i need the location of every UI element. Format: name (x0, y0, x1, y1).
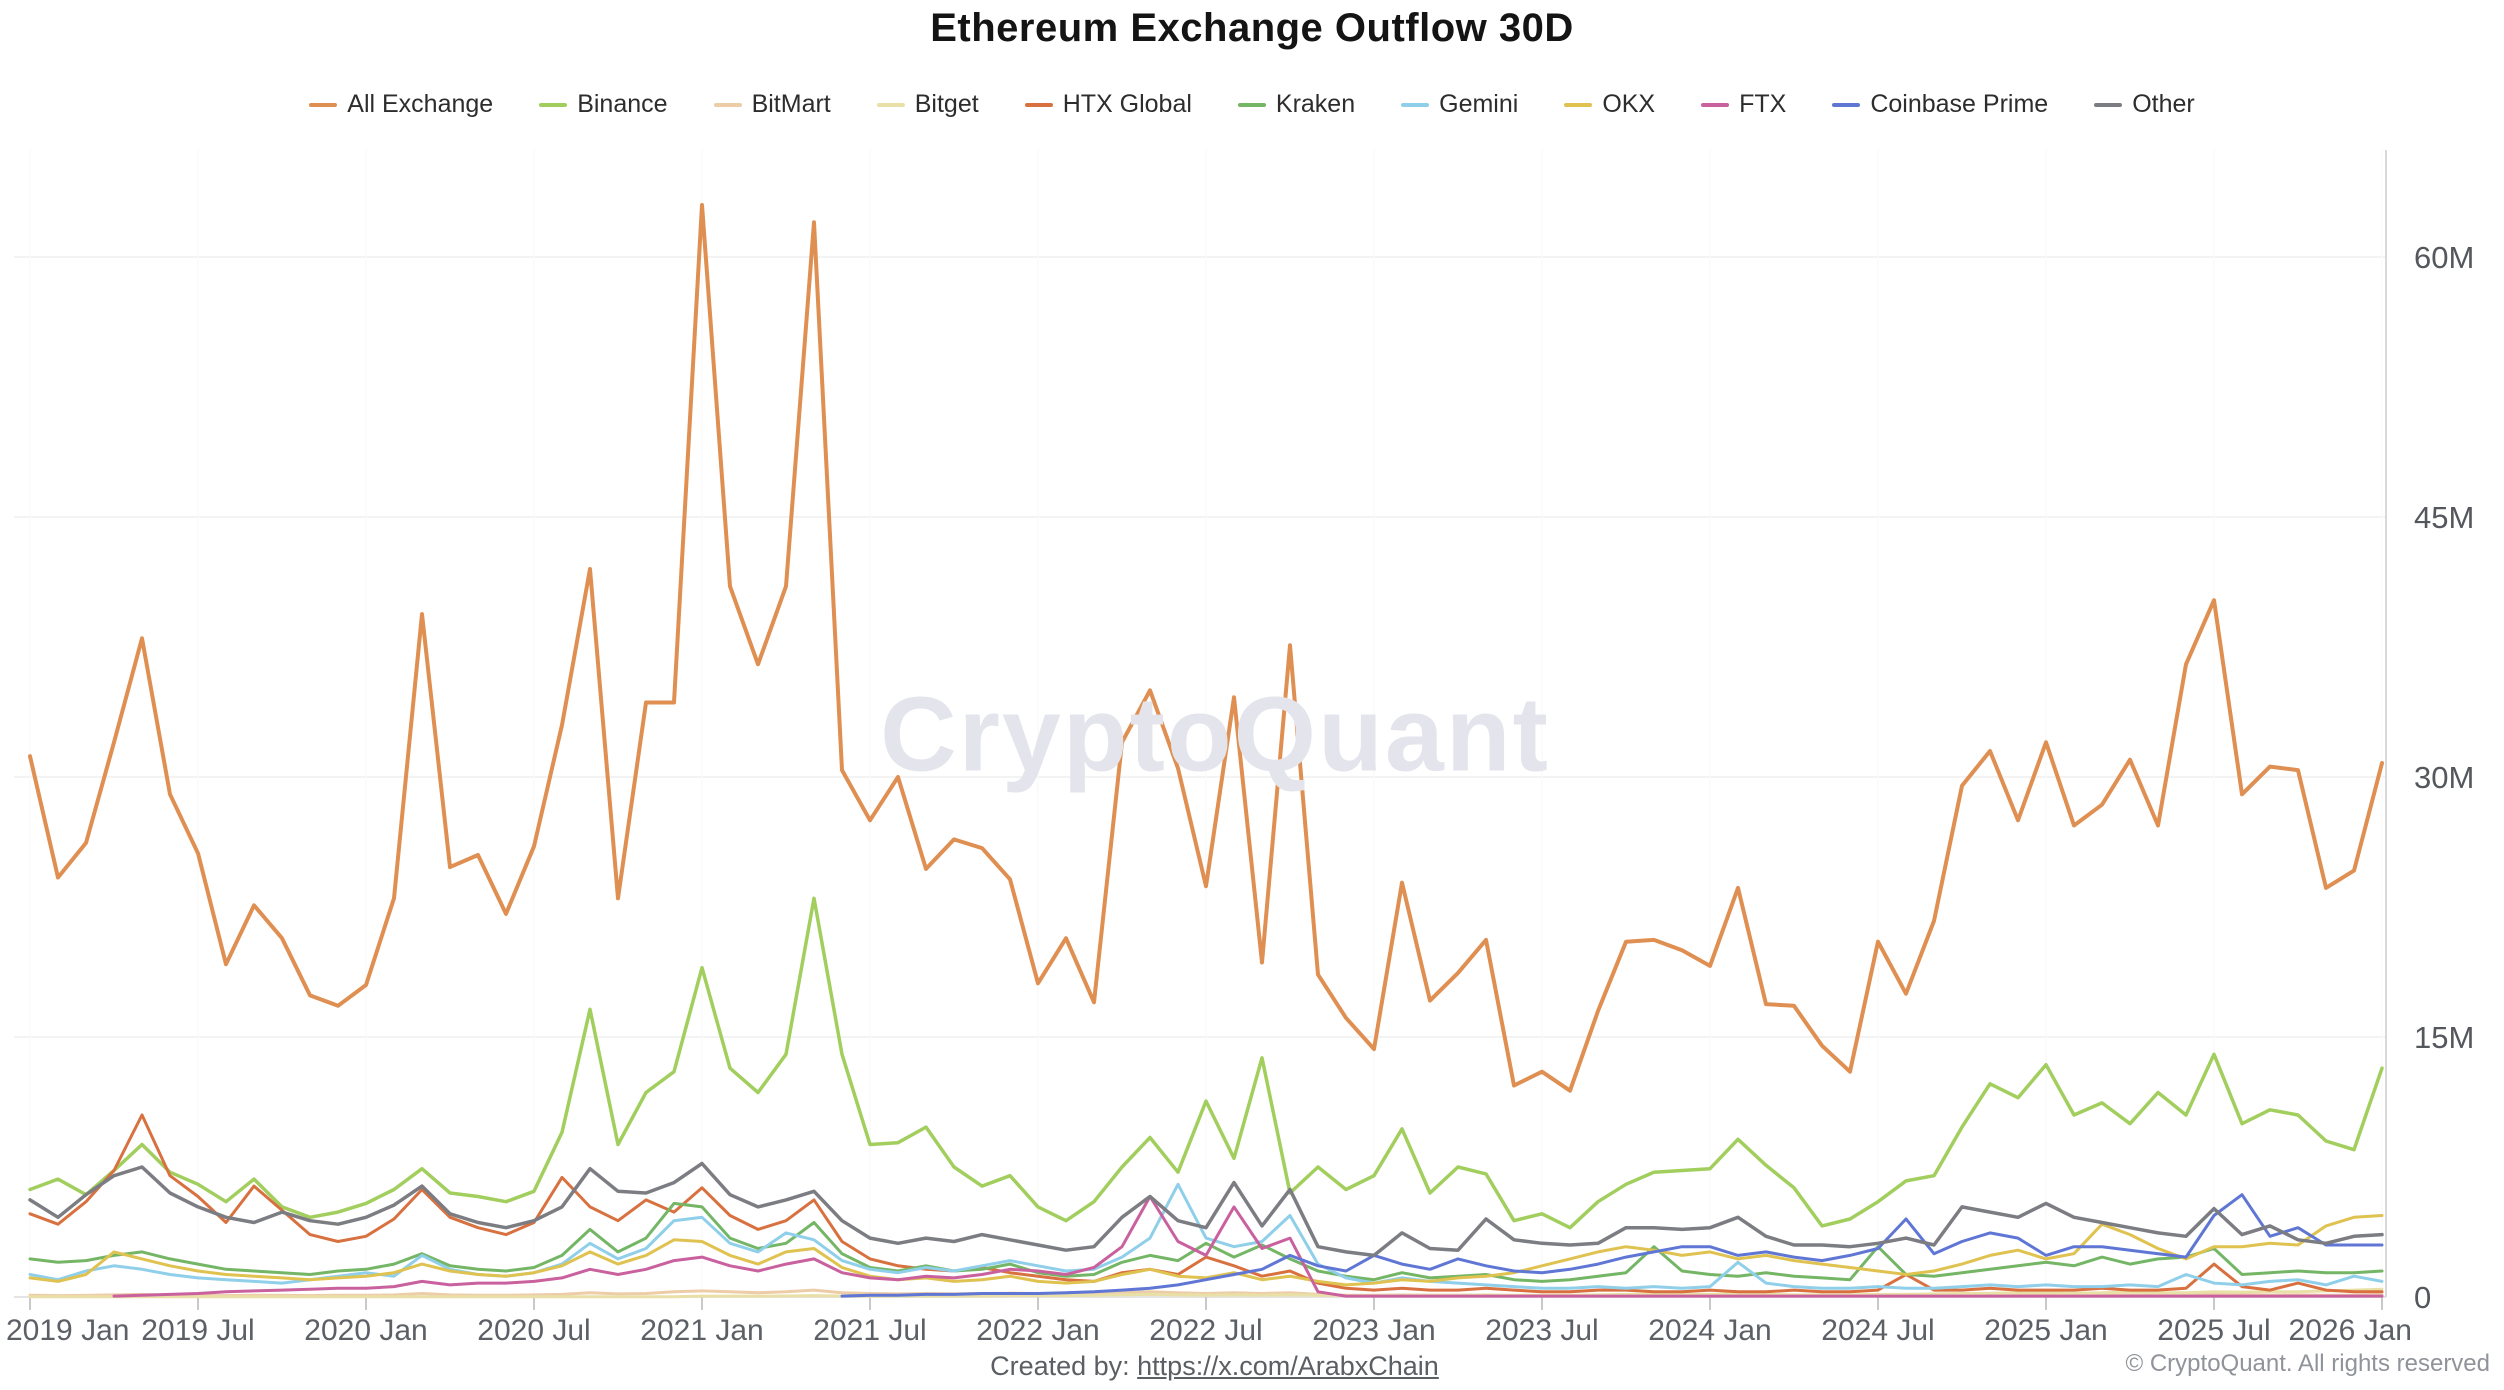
legend-dash-icon (1564, 102, 1593, 107)
legend-dash-icon (539, 102, 568, 107)
x-tick-label: 2023 Jul (1485, 1314, 1598, 1347)
x-tick-label: 2019 Jan (6, 1314, 129, 1347)
x-tick-label: 2021 Jan (640, 1314, 763, 1347)
legend-label: FTX (1739, 90, 1787, 118)
legend-item-kraken[interactable]: Kraken (1237, 90, 1356, 119)
x-tick-label: 2024 Jan (1648, 1314, 1771, 1347)
x-tick-label: 2022 Jan (976, 1314, 1099, 1347)
legend-item-binance[interactable]: Binance (539, 90, 668, 119)
y-tick-label: 60M (2414, 240, 2474, 275)
x-tick-label: 2025 Jul (2157, 1314, 2270, 1347)
legend-label: HTX Global (1062, 90, 1192, 118)
x-tick-label: 2019 Jul (141, 1314, 254, 1347)
y-tick-label: 30M (2414, 760, 2474, 795)
y-axis: 0 15M 30M 45M 60M (2414, 240, 2474, 1315)
x-tick-label: 2023 Jan (1312, 1314, 1435, 1347)
legend-label: Other (2132, 90, 2195, 118)
series-binance[interactable] (28, 896, 2384, 1230)
gridlines (14, 150, 2387, 1298)
x-tick-label: 2025 Jan (1984, 1314, 2107, 1347)
legend-label: Kraken (1275, 90, 1356, 118)
x-tick-label: 2021 Jul (813, 1314, 926, 1347)
legend-item-bitget[interactable]: Bitget (876, 90, 979, 119)
legend-item-okx[interactable]: OKX (1564, 90, 1655, 119)
created-by-label: Created by: (990, 1351, 1138, 1381)
legend-dash-icon (2094, 102, 2123, 107)
chart-title: Ethereum Exchange Outflow 30D (930, 6, 1574, 50)
x-tick-label: 2026 Jan (2289, 1314, 2412, 1347)
legend-item-coinbase-prime[interactable]: Coinbase Prime (1832, 90, 2048, 119)
legend-item-gemini[interactable]: Gemini (1401, 90, 1518, 119)
x-tick-label: 2020 Jul (477, 1314, 590, 1347)
legend-label: Coinbase Prime (1870, 90, 2049, 118)
chart-legend: All Exchange Binance BitMart Bitget HTX Glob… (0, 90, 2504, 119)
legend-label: Bitget (914, 90, 979, 118)
legend-dash-icon (1024, 102, 1053, 107)
legend-dash-icon (1832, 102, 1861, 107)
creator-link[interactable]: https://x.com/ArabxChain (1137, 1351, 1439, 1381)
legend-item-htx-global[interactable]: HTX Global (1024, 90, 1192, 119)
series-htx-global[interactable] (28, 1113, 2384, 1294)
legend-label: BitMart (751, 90, 831, 118)
series-ftx[interactable] (112, 1195, 2384, 1298)
copyright-text: © CryptoQuant. All rights reserved (2125, 1350, 2491, 1377)
legend-label: Gemini (1439, 90, 1519, 118)
created-by-text: Created by: https://x.com/ArabxChain (0, 1351, 2429, 1382)
legend-dash-icon (1401, 102, 1430, 107)
legend-item-other[interactable]: Other (2094, 90, 2195, 119)
series-coinbase-prime[interactable] (840, 1193, 2384, 1298)
series-bitget[interactable] (28, 1287, 2384, 1299)
legend-dash-icon (1237, 102, 1266, 107)
x-tick-label: 2024 Jul (1821, 1314, 1934, 1347)
y-tick-label: 45M (2414, 500, 2474, 535)
series-kraken[interactable] (28, 1201, 2384, 1283)
series-all-exchange[interactable] (28, 203, 2384, 1093)
x-axis: 2019 Jan 2019 Jul 2020 Jan 2020 Jul 2021 Jan… (6, 1297, 2412, 1347)
legend-label: All Exchange (347, 90, 494, 118)
legend-label: OKX (1602, 90, 1656, 118)
series-other[interactable] (28, 1161, 2384, 1258)
x-tick-label: 2020 Jan (304, 1314, 427, 1347)
legend-item-bitmart[interactable]: BitMart (713, 90, 831, 119)
y-tick-label: 15M (2414, 1020, 2474, 1055)
legend-dash-icon (713, 102, 742, 107)
legend-label: Binance (577, 90, 668, 118)
y-tick-label: 0 (2414, 1280, 2431, 1315)
series-okx[interactable] (28, 1214, 2384, 1287)
legend-dash-icon (876, 102, 905, 107)
legend-dash-icon (309, 102, 338, 107)
legend-item-ftx[interactable]: FTX (1701, 90, 1786, 119)
legend-item-all-exchange[interactable]: All Exchange (309, 90, 493, 119)
x-tick-label: 2022 Jul (1149, 1314, 1262, 1347)
legend-dash-icon (1701, 102, 1730, 107)
series-gemini[interactable] (28, 1182, 2384, 1290)
